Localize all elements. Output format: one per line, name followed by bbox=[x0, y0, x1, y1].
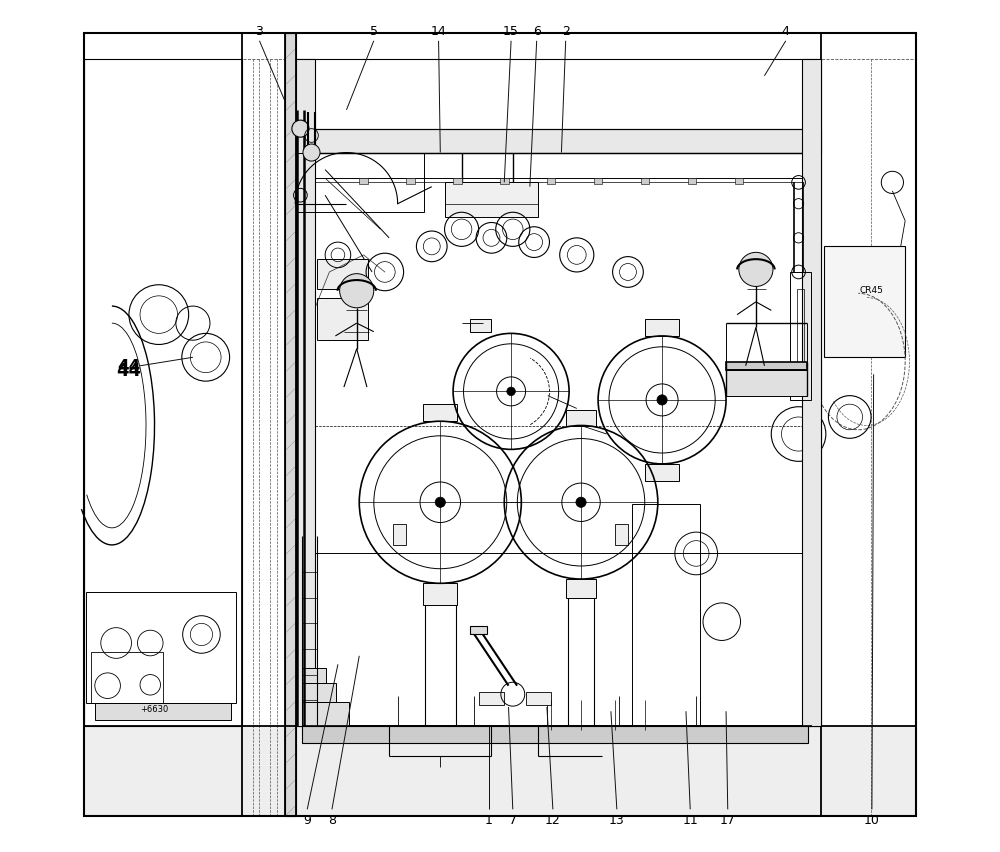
Text: 14: 14 bbox=[431, 25, 446, 38]
Bar bbox=[797, 290, 804, 383]
Bar bbox=[302, 702, 349, 726]
Text: 5: 5 bbox=[370, 25, 378, 38]
Bar bbox=[317, 260, 368, 290]
Circle shape bbox=[657, 395, 667, 406]
Text: 2: 2 bbox=[562, 25, 570, 38]
Text: 17: 17 bbox=[720, 813, 736, 826]
Text: 8: 8 bbox=[328, 813, 336, 826]
Bar bbox=[735, 179, 743, 185]
Bar bbox=[86, 592, 236, 703]
Text: +6630: +6630 bbox=[140, 705, 169, 713]
Bar bbox=[84, 60, 242, 726]
Bar bbox=[302, 668, 326, 683]
Bar bbox=[84, 726, 916, 816]
Circle shape bbox=[292, 121, 309, 138]
Bar bbox=[296, 60, 315, 726]
Bar bbox=[285, 34, 296, 816]
Text: 4: 4 bbox=[782, 25, 790, 38]
Bar bbox=[645, 320, 679, 337]
Bar bbox=[645, 464, 679, 481]
Bar bbox=[594, 179, 602, 185]
Circle shape bbox=[435, 498, 445, 508]
Bar bbox=[296, 153, 424, 213]
Bar bbox=[445, 183, 538, 217]
Text: CR45: CR45 bbox=[859, 285, 883, 294]
Bar bbox=[479, 693, 504, 705]
Text: 44: 44 bbox=[117, 357, 141, 376]
Text: 15: 15 bbox=[503, 25, 519, 38]
Bar bbox=[688, 179, 696, 185]
Bar bbox=[317, 298, 368, 341]
Bar bbox=[359, 179, 368, 185]
Bar bbox=[566, 579, 596, 598]
Circle shape bbox=[507, 388, 515, 396]
Text: 44: 44 bbox=[116, 361, 141, 380]
Text: 12: 12 bbox=[545, 813, 561, 826]
Text: 10: 10 bbox=[864, 813, 880, 826]
Bar bbox=[393, 524, 406, 545]
Text: 9: 9 bbox=[303, 813, 311, 826]
Bar bbox=[95, 703, 231, 720]
Text: 1: 1 bbox=[485, 813, 493, 826]
Bar bbox=[470, 320, 491, 332]
Circle shape bbox=[340, 274, 374, 308]
Bar bbox=[526, 693, 551, 705]
Text: 3: 3 bbox=[256, 25, 263, 38]
Bar bbox=[453, 179, 462, 185]
Text: 6: 6 bbox=[533, 25, 541, 38]
Bar bbox=[641, 179, 649, 185]
Circle shape bbox=[739, 253, 773, 287]
Bar bbox=[802, 60, 821, 726]
Bar bbox=[423, 584, 457, 605]
Bar bbox=[406, 179, 415, 185]
Bar bbox=[302, 726, 808, 743]
Bar bbox=[566, 411, 596, 426]
Bar bbox=[615, 524, 628, 545]
Bar bbox=[726, 362, 807, 371]
Text: 11: 11 bbox=[682, 813, 698, 826]
Bar bbox=[470, 626, 487, 635]
Bar bbox=[423, 405, 457, 422]
Bar bbox=[302, 683, 336, 702]
Text: 13: 13 bbox=[609, 813, 625, 826]
Bar bbox=[824, 247, 905, 358]
Bar bbox=[790, 273, 811, 400]
Bar bbox=[500, 179, 509, 185]
Circle shape bbox=[576, 498, 586, 508]
Bar bbox=[726, 371, 807, 396]
Text: 7: 7 bbox=[509, 813, 517, 826]
Bar bbox=[296, 60, 821, 726]
Bar bbox=[632, 504, 700, 726]
Bar bbox=[296, 130, 821, 153]
Bar bbox=[547, 179, 555, 185]
Bar bbox=[91, 652, 163, 703]
Circle shape bbox=[303, 145, 320, 162]
